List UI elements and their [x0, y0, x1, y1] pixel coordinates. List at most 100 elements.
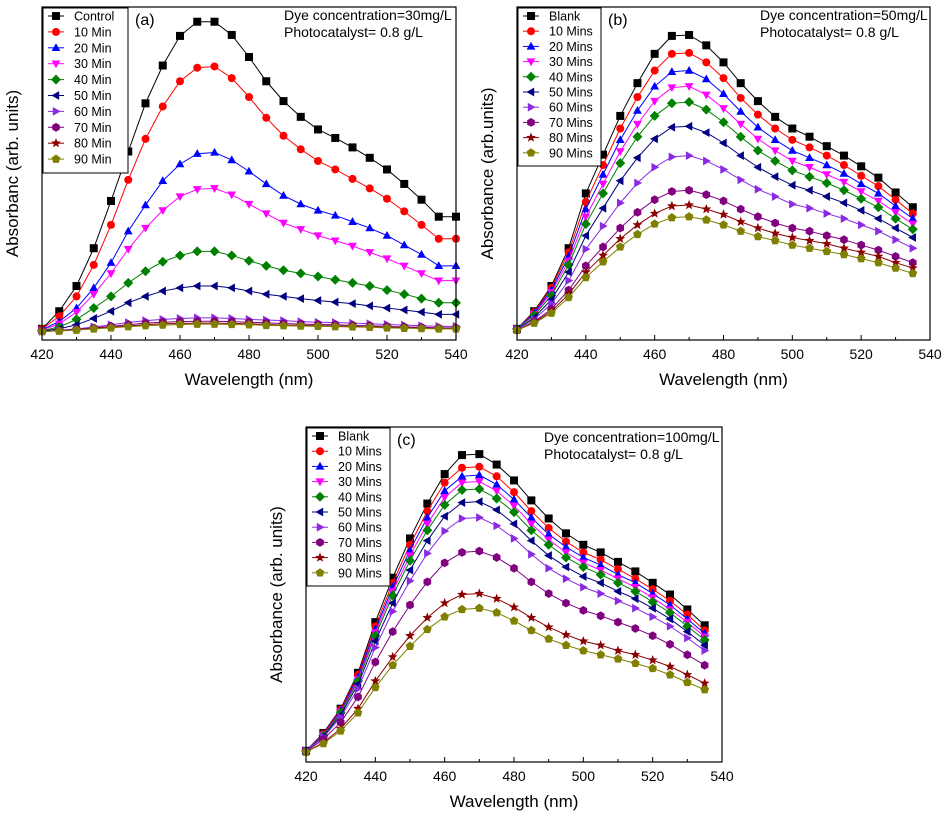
data-point: [72, 325, 81, 334]
data-point: [788, 124, 797, 133]
data-point: [684, 97, 695, 108]
data-point: [405, 565, 414, 575]
data-point: [839, 151, 848, 160]
x-tick-label: 540: [444, 346, 468, 362]
data-point: [720, 165, 729, 174]
data-point: [581, 231, 590, 241]
x-tick-label: 500: [781, 346, 805, 362]
x-tick-label: 520: [641, 768, 665, 784]
data-point: [789, 199, 797, 209]
data-point: [907, 262, 918, 273]
data-point: [614, 565, 622, 574]
data-point: [72, 282, 81, 291]
data-point: [753, 135, 763, 144]
data-point: [873, 202, 884, 213]
data-point: [124, 175, 133, 184]
data-point: [632, 219, 643, 230]
data-point: [457, 479, 467, 488]
data-point: [400, 207, 409, 216]
series-60-mins: [302, 513, 710, 756]
data-point: [123, 245, 133, 254]
data-point: [805, 153, 814, 161]
data-point: [474, 470, 484, 479]
data-point: [648, 578, 657, 587]
data-point: [141, 200, 150, 209]
data-point: [908, 209, 917, 218]
data-point: [364, 281, 375, 292]
data-point: [526, 612, 537, 622]
data-point: [278, 265, 289, 276]
data-point: [699, 678, 710, 688]
data-point: [736, 120, 746, 129]
data-point: [528, 549, 536, 559]
data-point: [245, 53, 253, 62]
data-point: [405, 630, 415, 640]
data-point: [313, 321, 323, 331]
data-point: [314, 125, 322, 134]
data-point: [787, 240, 797, 249]
data-point: [227, 30, 236, 39]
data-point: [599, 150, 608, 159]
data-point: [365, 301, 373, 311]
x-tick-label: 440: [574, 346, 598, 362]
data-point: [666, 200, 677, 211]
data-point: [457, 471, 467, 480]
data-point: [544, 514, 553, 523]
legend-label: 80 Mins: [549, 131, 593, 145]
data-point: [702, 58, 711, 67]
data-point: [434, 277, 444, 286]
data-point: [684, 199, 695, 210]
data-point: [89, 260, 98, 269]
data-point: [702, 41, 711, 50]
data-point: [434, 309, 442, 319]
data-point: [596, 555, 605, 564]
data-point: [210, 17, 219, 26]
data-point: [245, 93, 253, 102]
data-point: [422, 512, 432, 521]
data-point: [822, 231, 831, 241]
legend-marker: [527, 27, 535, 36]
data-point: [406, 576, 415, 586]
data-point: [736, 106, 746, 115]
data-point: [561, 640, 571, 649]
data-point: [296, 321, 306, 330]
data-point: [770, 135, 780, 144]
data-point: [348, 242, 357, 251]
data-point: [440, 494, 450, 502]
data-point: [856, 206, 865, 215]
data-point: [667, 122, 676, 132]
data-point: [54, 326, 64, 335]
data-point: [158, 176, 168, 184]
data-point: [840, 235, 848, 245]
data-point: [821, 178, 832, 188]
data-point: [544, 551, 552, 560]
data-point: [719, 89, 728, 98]
data-point: [140, 266, 151, 277]
data-point: [313, 205, 323, 214]
data-point: [857, 171, 866, 180]
y-axis-label: Absorbance (arb. units): [267, 506, 286, 683]
legend-marker: [526, 148, 536, 157]
data-point: [823, 209, 832, 218]
data-point: [668, 152, 677, 162]
data-point: [313, 271, 323, 282]
data-point: [107, 196, 115, 205]
data-point: [314, 156, 322, 165]
x-tick-label: 460: [168, 346, 192, 362]
legend-marker: [316, 447, 324, 456]
data-point: [647, 596, 658, 607]
data-point: [595, 569, 606, 580]
data-point: [908, 214, 918, 222]
data-point: [787, 232, 798, 242]
data-point: [873, 214, 882, 223]
data-point: [336, 726, 346, 735]
data-point: [788, 223, 797, 233]
data-point: [417, 249, 426, 258]
data-point: [753, 122, 763, 131]
data-point: [158, 102, 167, 111]
data-point: [770, 228, 781, 238]
data-point: [192, 281, 201, 291]
data-point: [685, 185, 693, 195]
data-point: [492, 479, 502, 488]
data-point: [313, 296, 322, 305]
